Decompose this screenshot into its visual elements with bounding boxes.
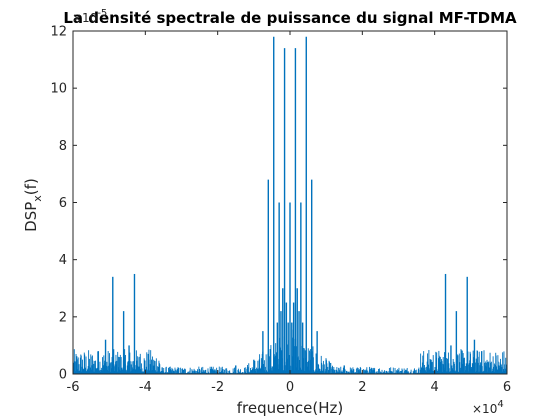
x-tick-label: -2 <box>211 380 224 395</box>
x-multiplier: ×104 <box>472 399 504 416</box>
y-multiplier-base: ×10 <box>72 11 97 25</box>
y-tick-label: 10 <box>50 82 67 97</box>
axes-layer: -6 -4 -2 0 2 4 6 0 2 4 6 8 10 12 <box>50 25 511 396</box>
y-tick-label: 0 <box>59 368 67 383</box>
svg-text:DSPx(f): DSPx(f) <box>22 178 44 232</box>
x-tick-label: 6 <box>503 380 511 395</box>
y-multiplier-exponent: -5 <box>97 8 107 19</box>
x-tick-label: -4 <box>139 380 152 395</box>
x-axis-label: frequence(Hz) <box>237 399 343 417</box>
x-tick-label: 2 <box>358 380 366 395</box>
bars-layer <box>72 36 508 374</box>
x-multiplier-base: ×10 <box>472 402 497 416</box>
x-tick-label: -6 <box>67 380 80 395</box>
chart-title: La densité spectrale de puissance du sig… <box>63 9 517 27</box>
y-axis-label-subscript: x <box>31 195 44 202</box>
y-tick-label: 4 <box>59 253 67 268</box>
y-tick-label: 12 <box>50 25 67 40</box>
x-tick-label: 0 <box>286 380 294 395</box>
x-tick-label: 4 <box>431 380 439 395</box>
y-tick-label: 2 <box>59 310 67 325</box>
y-axis-label: DSPx(f) <box>22 178 44 232</box>
y-tick-label: 8 <box>59 139 67 154</box>
x-multiplier-exponent: 4 <box>497 399 503 410</box>
y-axis-label-suffix: (f) <box>22 178 40 195</box>
y-axis-label-main: DSP <box>22 202 40 232</box>
y-tick-label: 6 <box>59 196 67 211</box>
y-multiplier: ×10-5 <box>72 8 107 25</box>
